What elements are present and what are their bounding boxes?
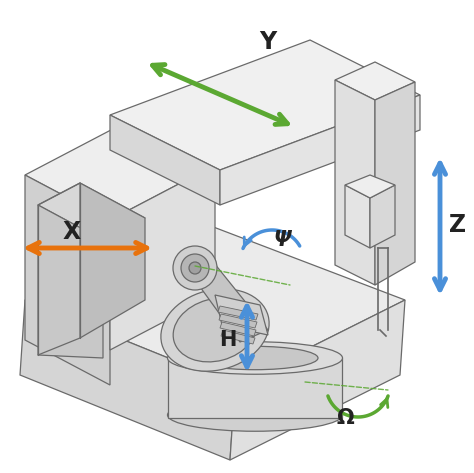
Polygon shape (20, 300, 235, 460)
Circle shape (181, 254, 209, 282)
Polygon shape (215, 295, 268, 335)
Circle shape (189, 262, 201, 274)
Text: H: H (219, 330, 237, 350)
Polygon shape (110, 40, 420, 170)
Polygon shape (370, 185, 395, 248)
Polygon shape (375, 82, 415, 285)
Polygon shape (110, 165, 215, 350)
Polygon shape (182, 258, 268, 342)
Text: Z: Z (449, 213, 466, 237)
Ellipse shape (167, 399, 343, 431)
Polygon shape (218, 306, 258, 320)
Ellipse shape (161, 289, 269, 371)
Text: Ψ: Ψ (273, 230, 291, 250)
Polygon shape (221, 330, 255, 344)
Polygon shape (345, 175, 395, 198)
Ellipse shape (192, 346, 318, 370)
Polygon shape (110, 115, 220, 205)
Polygon shape (38, 183, 145, 240)
Polygon shape (168, 358, 342, 418)
Polygon shape (38, 205, 103, 358)
Text: X: X (63, 220, 81, 244)
Polygon shape (219, 314, 257, 328)
Circle shape (173, 246, 217, 290)
Polygon shape (80, 183, 145, 338)
Ellipse shape (173, 298, 257, 362)
Polygon shape (335, 62, 415, 100)
Polygon shape (25, 120, 215, 220)
Ellipse shape (167, 342, 343, 374)
Text: Y: Y (259, 30, 277, 54)
Text: Ω: Ω (336, 408, 354, 428)
Polygon shape (335, 80, 375, 285)
Polygon shape (25, 175, 110, 385)
Polygon shape (345, 185, 370, 248)
Polygon shape (25, 220, 405, 385)
Polygon shape (230, 300, 405, 460)
Polygon shape (220, 322, 256, 336)
Polygon shape (220, 95, 420, 205)
